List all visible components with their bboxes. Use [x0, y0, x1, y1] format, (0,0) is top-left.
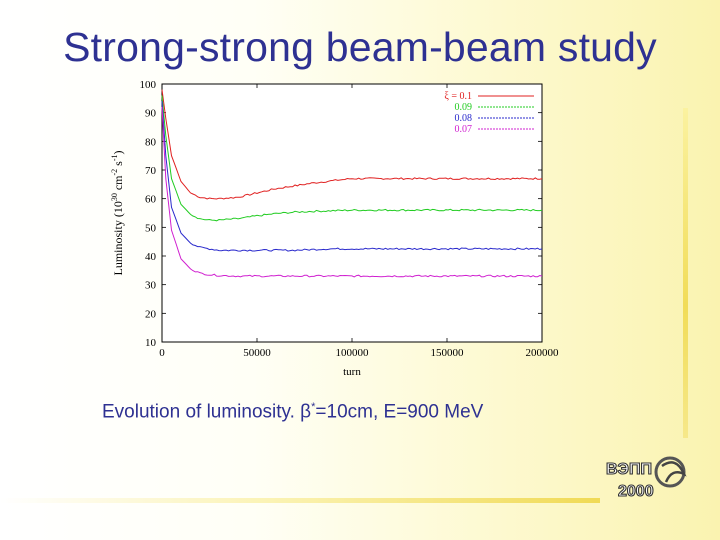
figure-caption: Evolution of luminosity. β*=10cm, E=900 …: [102, 401, 484, 423]
y-tick-label-3: 40: [145, 251, 157, 263]
y-axis-label: Luminosity (1030 cm-2 s-1): [110, 150, 125, 275]
y-tick-label-8: 90: [145, 108, 157, 120]
x-axis-label: turn: [343, 366, 361, 378]
y-tick-label-1: 20: [145, 308, 157, 320]
right-accent-bar: [683, 108, 688, 438]
plot-area: [161, 83, 543, 343]
series-line-2: [161, 101, 543, 252]
legend-label-0: ξ = 0.1: [444, 91, 472, 102]
y-tick-label-4: 50: [145, 222, 157, 234]
y-tick-label-7: 80: [145, 136, 157, 148]
vepp-2000-logo: ВЭПП 2000: [605, 456, 687, 501]
y-tick-label-2: 30: [145, 280, 157, 292]
y-tick-label-6: 70: [145, 165, 157, 177]
series-line-0: [161, 89, 543, 200]
x-tick-label-1: 50000: [243, 347, 271, 359]
logo-text-bottom: 2000: [618, 483, 654, 500]
y-tick-label-0: 10: [145, 337, 157, 349]
bottom-accent-bar: [0, 498, 600, 503]
luminosity-chart: 10 20 30 40 50 60 70 80 90 100 0 50000 100000 150000 2…: [110, 79, 560, 378]
series-line-1: [161, 95, 543, 222]
legend-label-1: 0.09: [455, 102, 473, 113]
legend-label-3: 0.07: [455, 124, 473, 135]
slide-title: Strong-strong beam-beam study: [63, 24, 657, 70]
x-tick-label-0: 0: [159, 347, 165, 359]
logo-text-top: ВЭПП: [606, 461, 652, 478]
legend-label-2: 0.08: [455, 113, 473, 124]
y-tick-label-9: 100: [140, 79, 157, 91]
x-tick-label-3: 150000: [431, 347, 465, 359]
series-line-3: [161, 106, 543, 278]
logo-swirl: [661, 461, 687, 483]
y-tick-label-5: 60: [145, 194, 157, 206]
legend: ξ = 0.10.090.080.07: [444, 91, 534, 135]
x-tick-label-2: 100000: [336, 347, 370, 359]
x-tick-label-4: 200000: [526, 347, 560, 359]
